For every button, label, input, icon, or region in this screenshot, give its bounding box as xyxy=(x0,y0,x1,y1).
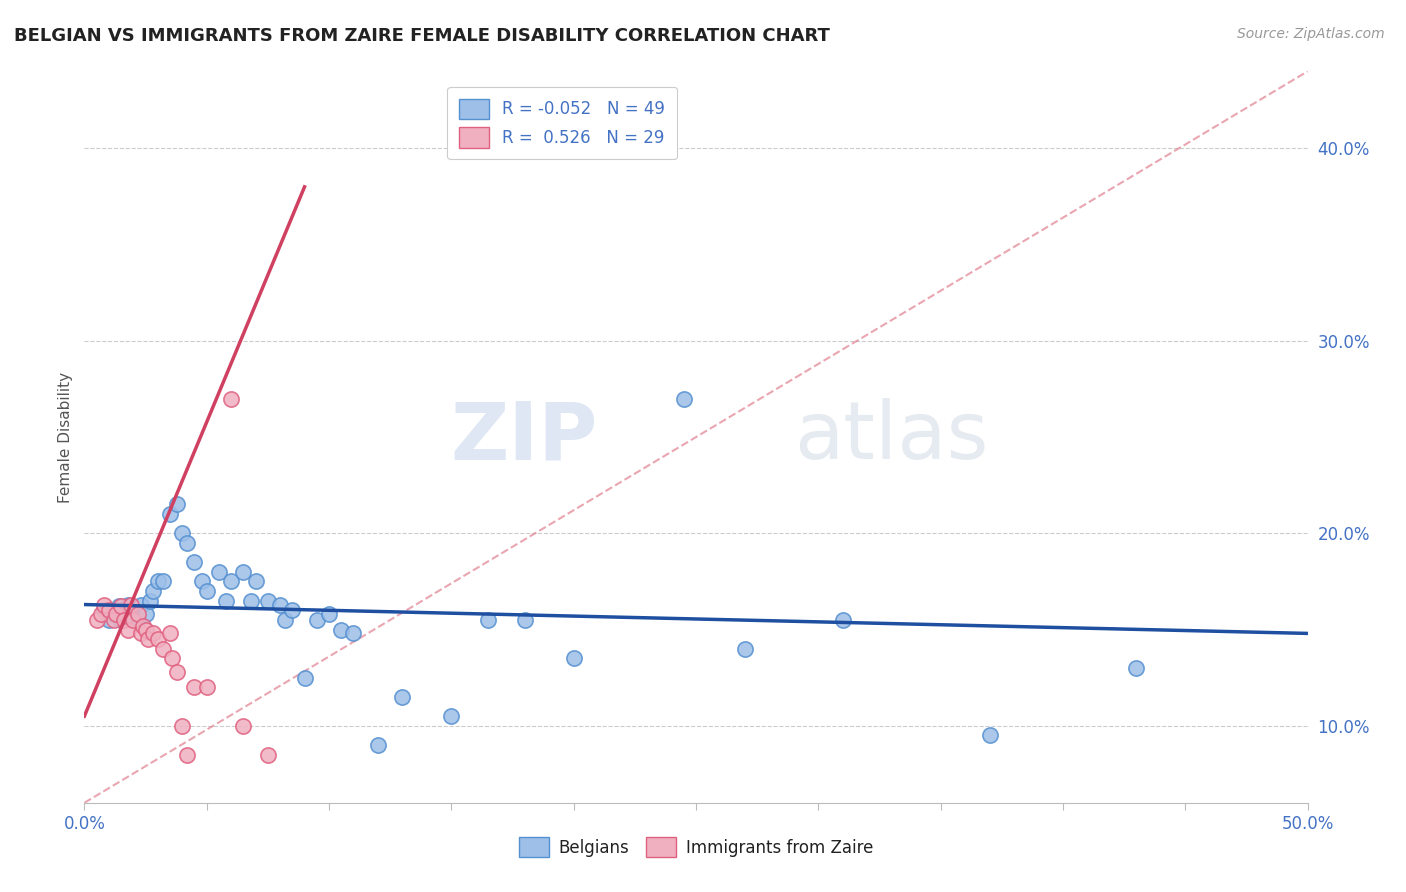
Point xyxy=(105,607,128,622)
Point xyxy=(122,603,145,617)
Point xyxy=(90,607,112,622)
Text: atlas: atlas xyxy=(794,398,988,476)
Point xyxy=(120,609,142,624)
Point xyxy=(232,719,254,733)
Point xyxy=(110,599,132,614)
Point xyxy=(342,626,364,640)
Point xyxy=(195,584,218,599)
Point xyxy=(146,632,169,647)
Point xyxy=(93,603,115,617)
Legend: Belgians, Immigrants from Zaire: Belgians, Immigrants from Zaire xyxy=(512,830,880,864)
Point xyxy=(103,607,125,622)
Point xyxy=(257,747,280,762)
Point xyxy=(239,593,262,607)
Point xyxy=(367,738,389,752)
Point xyxy=(139,593,162,607)
Point xyxy=(129,626,152,640)
Point xyxy=(103,613,125,627)
Point xyxy=(562,651,585,665)
Point xyxy=(215,593,238,607)
Point xyxy=(274,613,297,627)
Point xyxy=(672,392,695,406)
Point xyxy=(208,565,231,579)
Y-axis label: Female Disability: Female Disability xyxy=(58,371,73,503)
Point xyxy=(305,613,328,627)
Point xyxy=(120,598,142,612)
Point xyxy=(162,651,184,665)
Text: ZIP: ZIP xyxy=(451,398,598,476)
Point xyxy=(1125,661,1147,675)
Point xyxy=(146,574,169,589)
Point xyxy=(166,498,188,512)
Point xyxy=(132,618,155,632)
Point xyxy=(97,613,120,627)
Point xyxy=(166,665,188,679)
Point xyxy=(318,607,340,622)
Point xyxy=(176,536,198,550)
Point xyxy=(440,709,463,723)
Point xyxy=(142,626,165,640)
Point xyxy=(269,598,291,612)
Point xyxy=(142,584,165,599)
Point xyxy=(117,623,139,637)
Point xyxy=(159,626,181,640)
Point xyxy=(127,613,149,627)
Point xyxy=(183,681,205,695)
Point xyxy=(391,690,413,704)
Point xyxy=(176,747,198,762)
Point xyxy=(232,565,254,579)
Point xyxy=(110,613,132,627)
Point xyxy=(93,598,115,612)
Point xyxy=(117,598,139,612)
Point xyxy=(107,599,129,614)
Point xyxy=(513,613,536,627)
Point xyxy=(219,392,242,406)
Point xyxy=(97,603,120,617)
Point xyxy=(172,719,194,733)
Point xyxy=(979,728,1001,742)
Point xyxy=(135,623,157,637)
Point xyxy=(477,613,499,627)
Point xyxy=(195,681,218,695)
Point xyxy=(122,613,145,627)
Point xyxy=(183,555,205,569)
Point xyxy=(172,526,194,541)
Point xyxy=(831,613,853,627)
Point xyxy=(136,632,159,647)
Point xyxy=(152,641,174,656)
Point xyxy=(294,671,316,685)
Point xyxy=(86,613,108,627)
Point xyxy=(152,574,174,589)
Point xyxy=(219,574,242,589)
Point xyxy=(135,607,157,622)
Text: Source: ZipAtlas.com: Source: ZipAtlas.com xyxy=(1237,27,1385,41)
Point xyxy=(129,598,152,612)
Point xyxy=(191,574,214,589)
Point xyxy=(257,593,280,607)
Point xyxy=(330,623,353,637)
Point xyxy=(734,641,756,656)
Point xyxy=(245,574,267,589)
Point xyxy=(159,507,181,521)
Text: BELGIAN VS IMMIGRANTS FROM ZAIRE FEMALE DISABILITY CORRELATION CHART: BELGIAN VS IMMIGRANTS FROM ZAIRE FEMALE … xyxy=(14,27,830,45)
Point xyxy=(112,607,135,622)
Point xyxy=(112,613,135,627)
Point xyxy=(127,607,149,622)
Point xyxy=(281,603,304,617)
